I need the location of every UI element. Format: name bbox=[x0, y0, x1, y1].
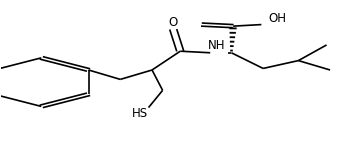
Text: NH: NH bbox=[207, 39, 225, 52]
Text: HS: HS bbox=[132, 107, 148, 120]
Text: OH: OH bbox=[268, 12, 286, 25]
Text: O: O bbox=[169, 16, 178, 29]
